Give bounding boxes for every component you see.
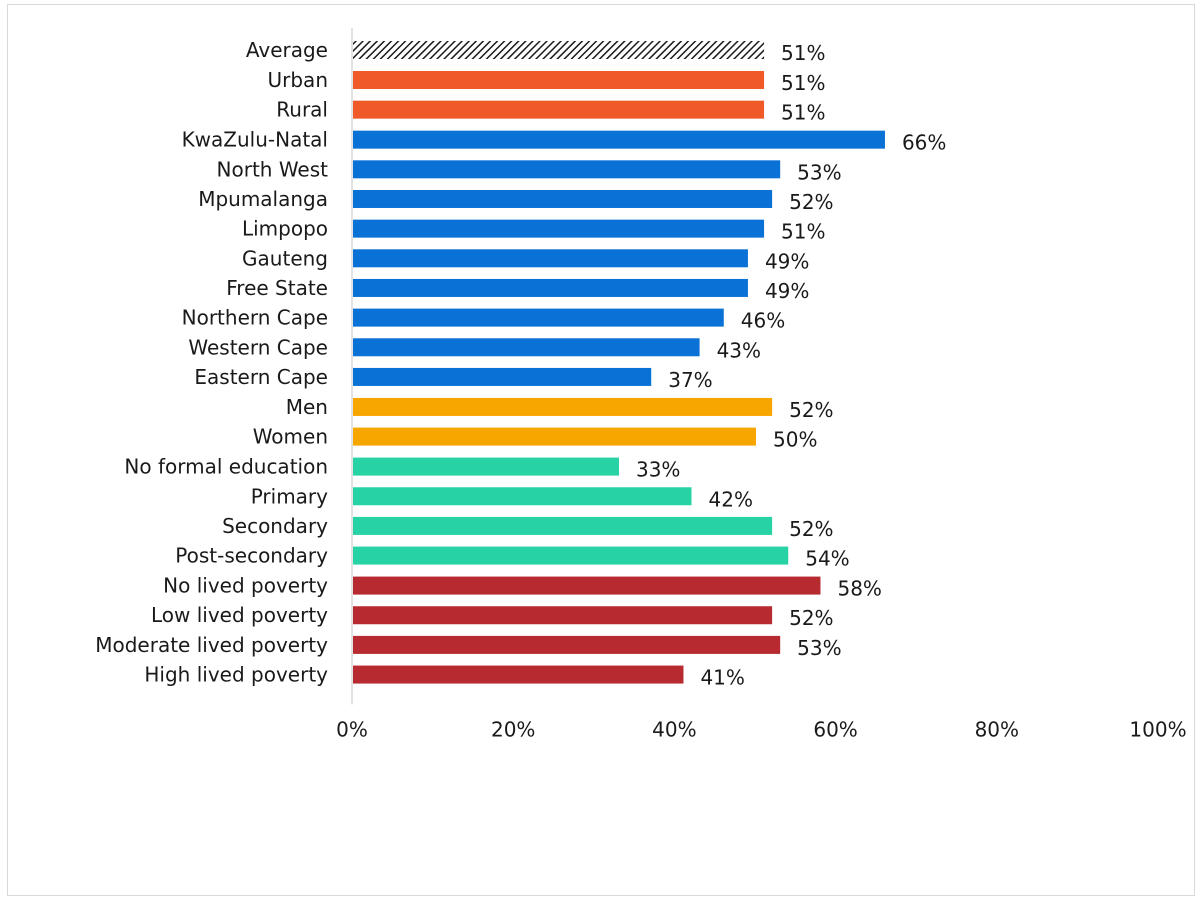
x-tick-label-3: 60% xyxy=(813,718,857,742)
category-label-primary: Primary xyxy=(251,484,328,508)
bar-women xyxy=(353,427,756,446)
category-label-no-lived-poverty: No lived poverty xyxy=(163,574,328,598)
bar-moderate-lived-poverty xyxy=(353,635,781,654)
bar-free-state xyxy=(353,278,748,297)
bars-layer: Average 51% Urban 51% Rural 51% KwaZulu-Natal 6… xyxy=(95,38,946,690)
category-label-secondary: Secondary xyxy=(222,514,328,538)
category-label-urban: Urban xyxy=(268,68,329,92)
category-label-average: Average xyxy=(246,38,328,62)
category-label-limpopo: Limpopo xyxy=(242,217,328,241)
category-label-women: Women xyxy=(253,425,328,449)
value-label-primary: 42% xyxy=(709,487,753,511)
value-label-limpopo: 51% xyxy=(781,220,825,244)
bar-northern-cape xyxy=(353,308,724,327)
bar-north-west xyxy=(353,160,781,179)
value-label-no-lived-poverty: 58% xyxy=(837,577,881,601)
category-label-low-lived-poverty: Low lived poverty xyxy=(151,603,328,627)
value-label-gauteng: 49% xyxy=(765,249,809,273)
chart-frame xyxy=(7,4,1195,896)
value-label-moderate-lived-poverty: 53% xyxy=(797,636,841,660)
category-label-kwazulu-natal: KwaZulu-Natal xyxy=(182,128,328,152)
bar-primary xyxy=(353,487,692,506)
category-label-rural: Rural xyxy=(276,98,328,122)
x-axis-ticks: 0% 20% 40% 60% 80% 100% xyxy=(336,718,1186,742)
category-label-no-formal-education: No formal education xyxy=(124,455,328,479)
value-label-secondary: 52% xyxy=(789,517,833,541)
value-label-men: 52% xyxy=(789,398,833,422)
value-label-low-lived-poverty: 52% xyxy=(789,606,833,630)
bar-eastern-cape xyxy=(353,367,652,386)
value-label-rural: 51% xyxy=(781,101,825,125)
category-label-moderate-lived-poverty: Moderate lived poverty xyxy=(95,633,328,657)
bar-average xyxy=(353,41,765,59)
value-label-kwazulu-natal: 66% xyxy=(902,131,946,155)
category-label-gauteng: Gauteng xyxy=(242,246,328,270)
category-label-high-lived-poverty: High lived poverty xyxy=(144,663,328,687)
bar-limpopo xyxy=(353,219,765,238)
x-tick-label-2: 40% xyxy=(652,718,696,742)
value-label-no-formal-education: 33% xyxy=(636,458,680,482)
bar-men xyxy=(353,397,773,416)
value-label-average: 51% xyxy=(781,41,825,65)
value-label-urban: 51% xyxy=(781,71,825,95)
value-label-free-state: 49% xyxy=(765,279,809,303)
bar-gauteng xyxy=(353,249,748,268)
bar-rural xyxy=(353,100,765,119)
category-label-post-secondary: Post-secondary xyxy=(175,544,328,568)
bar-post-secondary xyxy=(353,546,789,565)
value-label-western-cape: 43% xyxy=(717,338,761,362)
bar-low-lived-poverty xyxy=(353,606,773,625)
value-label-post-secondary: 54% xyxy=(805,547,849,571)
category-label-northern-cape: Northern Cape xyxy=(182,306,328,330)
category-label-men: Men xyxy=(286,395,328,419)
bar-no-formal-education xyxy=(353,457,619,476)
x-tick-label-0: 0% xyxy=(336,718,368,742)
bar-urban xyxy=(353,71,765,89)
bar-secondary xyxy=(353,516,773,535)
value-label-north-west: 53% xyxy=(797,160,841,184)
category-label-free-state: Free State xyxy=(226,276,328,300)
category-label-eastern-cape: Eastern Cape xyxy=(194,365,328,389)
bar-high-lived-poverty xyxy=(353,665,684,684)
value-label-eastern-cape: 37% xyxy=(668,368,712,392)
bar-no-lived-poverty xyxy=(353,576,821,595)
x-tick-label-5: 100% xyxy=(1129,718,1186,742)
x-tick-label-4: 80% xyxy=(975,718,1019,742)
bar-mpumalanga xyxy=(353,189,773,208)
value-label-northern-cape: 46% xyxy=(741,309,785,333)
category-label-western-cape: Western Cape xyxy=(188,335,328,359)
category-label-mpumalanga: Mpumalanga xyxy=(198,187,328,211)
value-label-high-lived-poverty: 41% xyxy=(700,666,744,690)
category-label-north-west: North West xyxy=(217,157,329,181)
bar-kwazulu-natal xyxy=(353,130,885,149)
x-tick-label-1: 20% xyxy=(491,718,535,742)
value-label-mpumalanga: 52% xyxy=(789,190,833,214)
value-label-women: 50% xyxy=(773,428,817,452)
bar-western-cape xyxy=(353,338,700,357)
